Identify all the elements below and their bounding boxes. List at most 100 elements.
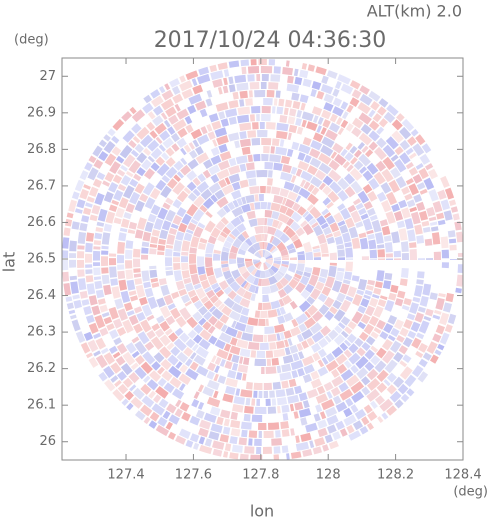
field-cell <box>120 334 131 345</box>
field-cell <box>290 307 303 319</box>
field-cell <box>117 241 126 254</box>
field-cell <box>261 113 271 122</box>
field-cell <box>197 384 204 393</box>
field-cell <box>279 188 290 198</box>
field-cell <box>263 390 269 398</box>
field-cell <box>450 206 458 213</box>
field-cell <box>425 247 433 257</box>
field-cell <box>406 388 415 397</box>
field-cell <box>148 420 158 429</box>
field-cell <box>184 133 193 143</box>
field-cell <box>218 143 228 153</box>
field-cell <box>268 374 280 382</box>
field-cell <box>282 413 289 421</box>
field-cell <box>254 234 262 242</box>
field-cell <box>315 281 325 291</box>
field-cell <box>205 211 213 218</box>
field-cell <box>201 230 211 240</box>
field-cell <box>238 266 248 275</box>
field-cell <box>453 294 461 306</box>
field-cell <box>368 90 381 102</box>
field-cell <box>281 404 290 413</box>
field-cell <box>310 240 319 247</box>
field-cell <box>234 74 247 84</box>
field-cell <box>330 386 341 397</box>
field-cell <box>286 270 295 277</box>
x-tick-label: 127.6 <box>175 468 212 483</box>
field-cell <box>236 198 243 206</box>
field-cell <box>117 308 128 321</box>
field-cell <box>366 229 374 235</box>
field-cell <box>321 75 329 85</box>
field-cell <box>155 328 165 338</box>
field-cell <box>173 239 183 252</box>
field-cell <box>179 75 186 83</box>
field-cell <box>294 273 302 280</box>
field-cell <box>96 221 105 227</box>
field-cell <box>110 362 122 374</box>
field-cell <box>267 202 272 210</box>
field-cell <box>101 267 109 274</box>
field-cell <box>307 184 315 193</box>
field-cell <box>241 429 248 438</box>
field-cell <box>221 263 229 268</box>
field-cell <box>281 257 290 260</box>
field-cell <box>85 264 93 268</box>
field-cell <box>141 241 150 247</box>
field-cell <box>133 173 142 182</box>
field-cell <box>327 424 337 434</box>
field-cell <box>374 146 387 161</box>
field-cell <box>457 252 463 257</box>
field-cell <box>350 180 363 194</box>
field-cell <box>282 197 287 205</box>
field-cell <box>149 347 158 356</box>
field-cell <box>384 359 398 374</box>
field-cell <box>323 212 332 219</box>
field-cell <box>218 160 230 171</box>
field-cell <box>272 106 276 114</box>
field-cell <box>353 198 361 206</box>
field-cell <box>406 313 416 321</box>
field-cell <box>386 104 399 117</box>
field-cell <box>340 299 352 313</box>
field-cell <box>231 444 243 453</box>
field-cell <box>183 277 192 285</box>
field-cell <box>323 381 334 392</box>
field-cell <box>239 138 251 148</box>
field-cell <box>368 315 379 327</box>
field-cell <box>273 446 281 454</box>
field-cell <box>77 245 85 250</box>
field-cell <box>188 93 203 105</box>
field-cell <box>115 129 125 139</box>
field-cell <box>227 369 237 379</box>
field-cell <box>293 238 303 249</box>
x-tick-label: 127.8 <box>242 468 279 483</box>
field-cell <box>261 399 265 407</box>
field-cell <box>118 279 128 291</box>
field-cell <box>184 115 193 125</box>
field-cell <box>330 151 338 159</box>
field-cell <box>367 190 378 202</box>
field-cell <box>410 321 421 333</box>
field-cell <box>210 194 218 203</box>
field-cell <box>287 116 296 125</box>
field-cell <box>203 300 214 310</box>
field-cell <box>205 267 215 277</box>
field-cell <box>218 179 227 188</box>
field-cell <box>318 276 327 284</box>
field-cell <box>406 346 417 357</box>
field-cell <box>101 312 110 318</box>
field-cell <box>231 362 239 371</box>
field-cell <box>271 186 281 195</box>
field-cell <box>259 262 264 271</box>
field-cell <box>134 366 147 380</box>
field-cell <box>320 325 331 337</box>
field-cell <box>351 311 363 324</box>
field-cell <box>237 364 249 373</box>
field-cell <box>373 171 386 185</box>
field-cell <box>104 379 116 392</box>
field-cell <box>300 220 308 228</box>
field-cell <box>163 294 174 306</box>
field-cell <box>440 269 449 281</box>
field-cell <box>307 165 318 176</box>
